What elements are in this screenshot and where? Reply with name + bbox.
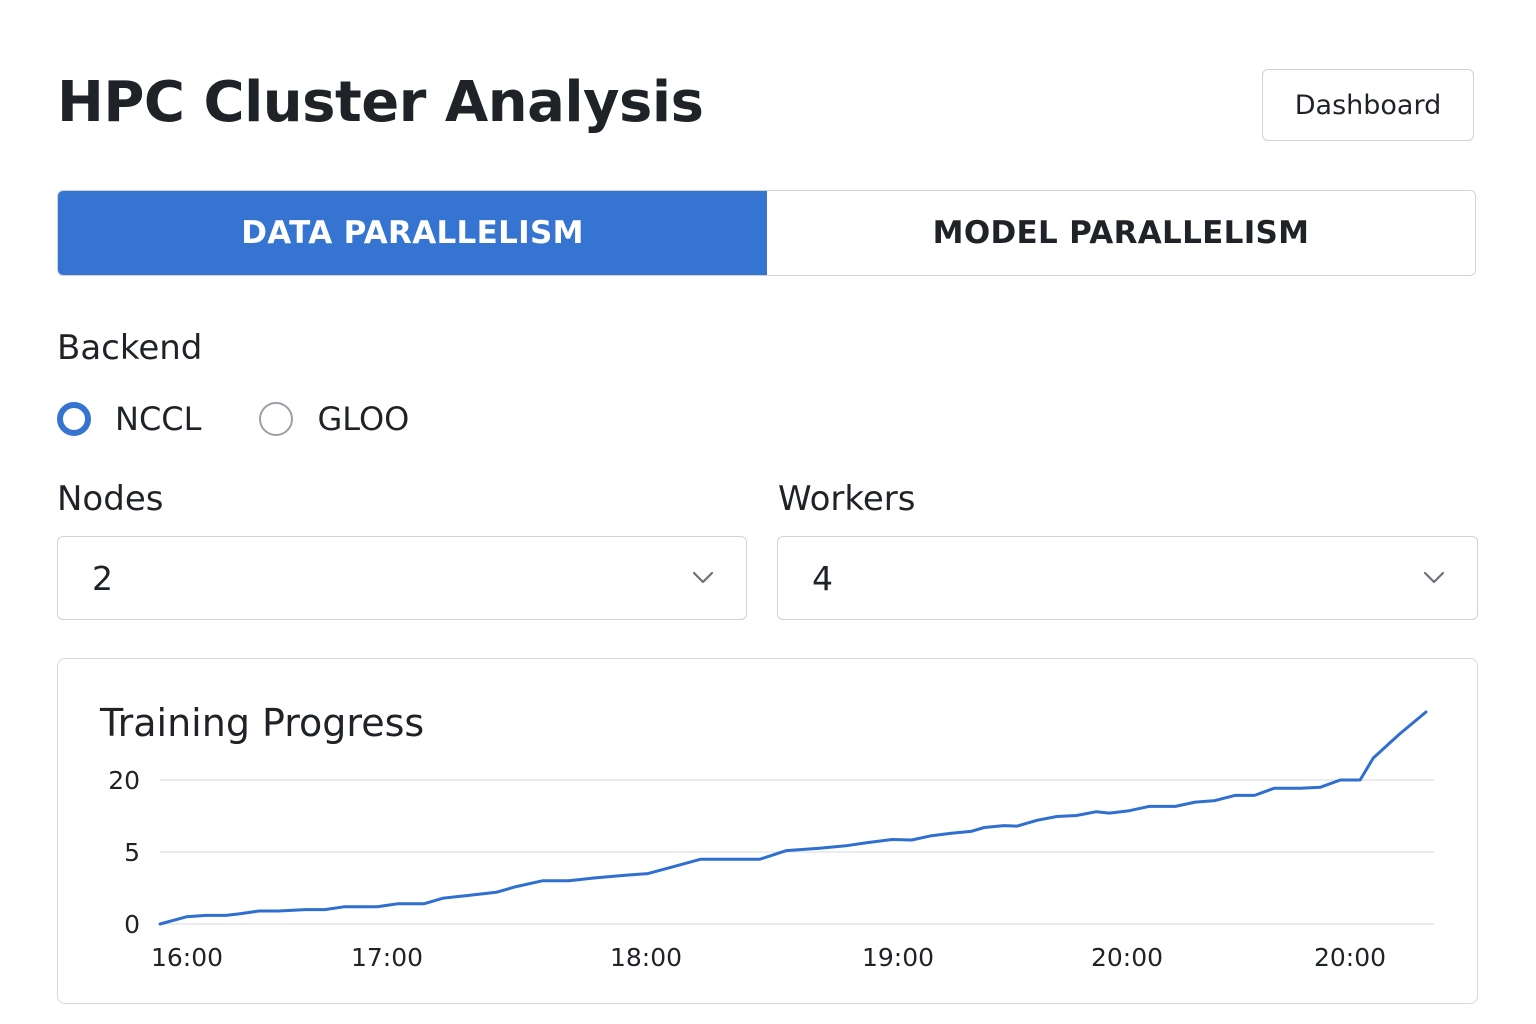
nodes-select-value: 2 [92, 558, 113, 598]
tab-data-parallelism[interactable]: DATA PARALLELISM [58, 191, 767, 275]
backend-option-gloo[interactable]: GLOO [259, 400, 409, 438]
backend-radio-group: NCCL GLOO [57, 398, 467, 440]
chart-title: Training Progress [100, 701, 425, 745]
radio-button-unchecked[interactable] [259, 402, 294, 436]
tab-model-parallelism[interactable]: MODEL PARALLELISM [767, 191, 1475, 275]
backend-label: Backend [57, 328, 203, 368]
workers-label: Workers [778, 479, 916, 519]
dashboard-button[interactable]: Dashboard [1262, 69, 1474, 141]
parallelism-tabs: DATA PARALLELISM MODEL PARALLELISM [57, 190, 1476, 276]
backend-option-nccl[interactable]: NCCL [57, 400, 201, 438]
nodes-select[interactable]: 2 [57, 536, 747, 620]
workers-select-value: 4 [812, 558, 833, 598]
page-title: HPC Cluster Analysis [57, 70, 704, 135]
workers-select[interactable]: 4 [777, 536, 1478, 620]
nodes-label: Nodes [57, 479, 164, 519]
chevron-down-icon [1423, 571, 1445, 584]
radio-label-nccl: NCCL [115, 400, 202, 438]
radio-label-gloo: GLOO [317, 400, 410, 438]
radio-button-checked[interactable] [57, 402, 91, 436]
chevron-down-icon [692, 571, 714, 584]
